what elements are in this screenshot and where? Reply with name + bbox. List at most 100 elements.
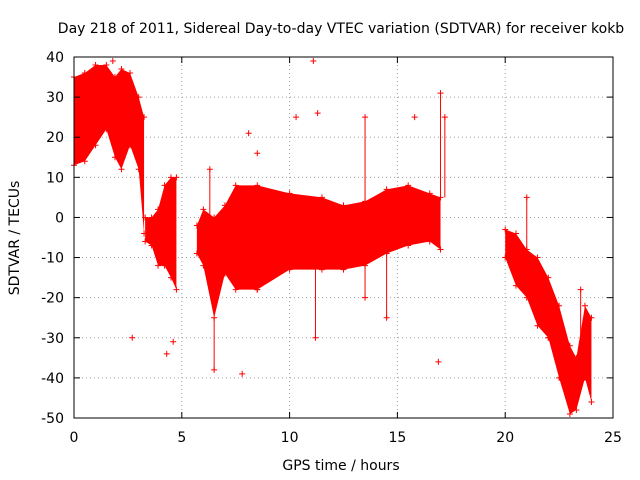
x-tick-label: 15	[388, 430, 406, 446]
outlier-point	[163, 350, 170, 357]
sdtvar-point	[148, 214, 155, 221]
outlier-point	[293, 114, 300, 121]
x-axis-tick-labels: 0 5 10 15 20 25	[70, 430, 622, 446]
outlier-point	[411, 114, 418, 121]
sdtvar-point	[405, 182, 412, 189]
sdtvar-point	[118, 166, 125, 173]
sdtvar-point	[232, 182, 239, 189]
x-tick-label: 20	[496, 430, 514, 446]
sdtvar-spike-point	[254, 286, 261, 293]
sdtvar-point	[340, 202, 347, 209]
x-tick-label: 25	[604, 430, 622, 446]
y-tick-label: 40	[46, 50, 64, 66]
sdtvar-point	[286, 266, 293, 273]
plot-frame	[73, 56, 614, 419]
sdtvar-point	[437, 246, 444, 253]
sdtvar-point	[573, 354, 580, 361]
sdtvar-point	[127, 70, 134, 77]
sdtvar-point	[581, 302, 588, 309]
sdtvar-point	[141, 114, 148, 121]
sdtvar-band-3	[196, 185, 441, 318]
sdtvar-point	[155, 206, 162, 213]
sdtvar-spike-point	[362, 114, 369, 121]
y-tick-label: -30	[41, 331, 64, 347]
sdtvar-spike-point	[437, 90, 444, 97]
outlier-point	[170, 338, 177, 345]
axis-ticks	[73, 56, 614, 419]
sdtvar-point	[383, 186, 390, 193]
outlier-point	[314, 110, 321, 117]
sdtvar-point	[135, 166, 142, 173]
sdtvar-spike-point	[545, 334, 552, 341]
y-tick-label: -40	[41, 371, 64, 387]
sdtvar-point	[211, 214, 218, 221]
sdtvar-point	[545, 274, 552, 281]
y-tick-label: 30	[46, 90, 64, 106]
sdtvar-point	[573, 406, 580, 413]
sdtvar-point	[566, 342, 573, 349]
sdtvar-point	[221, 270, 228, 277]
sdtvar-point	[318, 194, 325, 201]
sdtvar-point	[556, 374, 563, 381]
sdtvar-point	[523, 294, 530, 301]
outlier-point	[310, 58, 317, 65]
sdtvar-point	[426, 190, 433, 197]
outlier-point	[239, 370, 246, 377]
sdtvar-spike-point	[206, 166, 213, 173]
sdtvar-spike-point	[362, 294, 369, 301]
y-tick-label: 0	[55, 210, 64, 226]
sdtvar-point	[502, 226, 509, 233]
sdtvar-point	[254, 182, 261, 189]
sdtvar-point	[512, 282, 519, 289]
sdtvar-point	[168, 174, 175, 181]
sdtvar-point	[127, 142, 134, 149]
sdtvar-point	[566, 410, 573, 417]
sdtvar-point	[556, 302, 563, 309]
x-axis-label: GPS time / hours	[282, 458, 399, 474]
sdtvar-point	[81, 70, 88, 77]
sdtvar-point	[405, 242, 412, 249]
sdtvar-spike-point	[312, 334, 319, 341]
x-tick-label: 10	[281, 430, 299, 446]
sdtvar-point	[426, 238, 433, 245]
sdtvar-point	[534, 254, 541, 261]
sdtvar-point	[103, 126, 110, 133]
sdtvar-point	[161, 262, 168, 269]
plot-data	[71, 58, 595, 417]
sdtvar-point	[111, 154, 118, 161]
sdtvar-point	[161, 182, 168, 189]
sdtvar-point	[118, 66, 125, 73]
sdtvar-point	[173, 174, 180, 181]
sdtvar-band-2	[145, 177, 177, 290]
sdtvar-point	[81, 158, 88, 165]
chart-title: Day 218 of 2011, Sidereal Day-to-day VTE…	[58, 21, 624, 37]
sdtvar-point	[286, 190, 293, 197]
sdtvar-spike-point	[383, 314, 390, 321]
sdtvar-point	[340, 266, 347, 273]
y-axis-label: SDTVAR / TECUs	[7, 181, 23, 296]
sdtvar-spike-point	[211, 366, 218, 373]
sdtvar-point	[173, 286, 180, 293]
sdtvar-point	[200, 206, 207, 213]
sdtvar-point	[142, 238, 149, 245]
y-tick-label: -50	[41, 411, 64, 427]
sdtvar-point	[512, 230, 519, 237]
y-tick-label: -10	[41, 251, 64, 267]
outlier-point	[129, 334, 136, 341]
sdtvar-band-1	[74, 65, 145, 234]
sdtvar-point	[193, 222, 200, 229]
sdtvar-spike-point	[441, 114, 448, 121]
sdtvar-point	[221, 202, 228, 209]
sdtvar-point	[92, 142, 99, 149]
sdtvar-point	[318, 266, 325, 273]
outlier-point	[245, 130, 252, 137]
sdtvar-band-4	[505, 229, 592, 414]
sdtvar-point	[103, 62, 110, 69]
sdtvar-point	[168, 274, 175, 281]
sdtvar-point	[135, 94, 142, 101]
sdtvar-point	[142, 214, 149, 221]
sdtvar-point	[148, 242, 155, 249]
y-tick-label: 10	[46, 170, 64, 186]
outlier-point	[254, 150, 261, 157]
